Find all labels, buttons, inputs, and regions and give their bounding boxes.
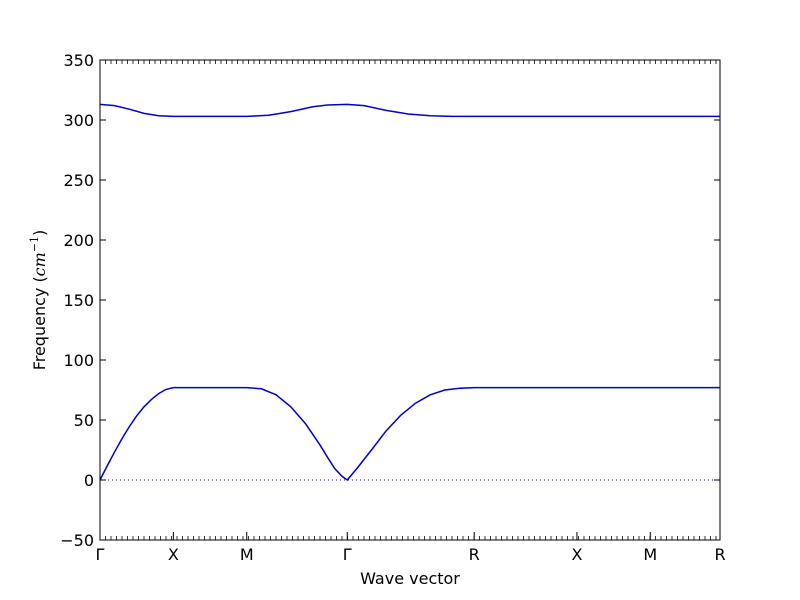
x-tick-label: R xyxy=(469,545,480,564)
x-tick-label: X xyxy=(168,545,179,564)
plot-frame xyxy=(99,59,721,541)
y-axis: −50 0 50 100 150 200 250 300 350 xyxy=(60,51,720,550)
y-tick-label: 350 xyxy=(63,51,94,70)
y-axis-label-text: Frequency ( xyxy=(30,276,49,370)
y-axis-label-exponent: −1 xyxy=(28,236,41,252)
y-tick-label: 200 xyxy=(63,231,94,250)
x-tick-label: R xyxy=(714,545,725,564)
y-tick-label: 100 xyxy=(63,351,94,370)
y-tick-label: 0 xyxy=(84,471,94,490)
x-tick-label: X xyxy=(571,545,582,564)
y-tick-label: 300 xyxy=(63,111,94,130)
y-tick-label: −50 xyxy=(60,531,94,550)
y-tick-label: 150 xyxy=(63,291,94,310)
band-line-2 xyxy=(99,103,720,118)
band-line-1 xyxy=(99,386,720,482)
x-tick-label: M xyxy=(643,545,657,564)
x-tick-label: Γ xyxy=(343,545,352,564)
x-tick-label: M xyxy=(240,545,254,564)
y-axis-label: Frequency (cm−1) xyxy=(28,230,49,371)
x-tick-label: Γ xyxy=(96,545,105,564)
y-tick-label: 50 xyxy=(74,411,94,430)
y-axis-label-unit: cm xyxy=(30,252,49,276)
x-axis-label: Wave vector xyxy=(360,569,460,588)
y-axis-label-close: ) xyxy=(30,230,49,236)
plot-area xyxy=(99,103,720,482)
y-tick-label: 250 xyxy=(63,171,94,190)
